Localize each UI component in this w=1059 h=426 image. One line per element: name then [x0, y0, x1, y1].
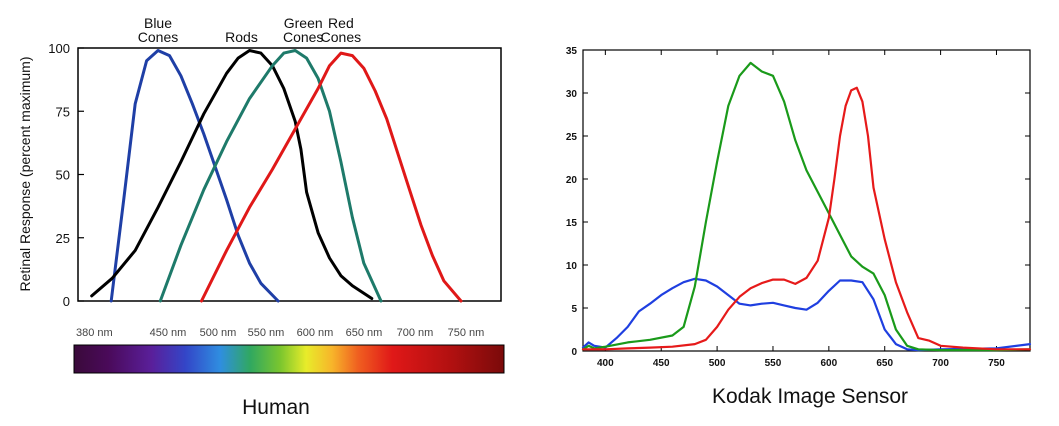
- human-caption: Human: [242, 396, 310, 419]
- spectrum-tick-label: 550 nm: [248, 327, 285, 339]
- red-channel-curve: [581, 86, 1032, 351]
- kodak-x-tick-label: 400: [597, 358, 614, 369]
- kodak-chart: 0 5 10 15 20 25 30 35 400 450 500 550 600 650 700 750 K…: [566, 46, 1032, 408]
- kodak-y-tick-label: 5: [571, 304, 577, 315]
- red-cones-label: Red: [328, 15, 354, 31]
- kodak-y-tick-label: 25: [566, 132, 578, 143]
- human-y-tick-label: 75: [56, 104, 70, 119]
- kodak-series: [581, 61, 1032, 352]
- rods-label: Rods: [225, 29, 258, 45]
- human-chart: 0 25 50 75 100 Retinal Response (percent max…: [17, 15, 505, 419]
- kodak-caption: Kodak Image Sensor: [712, 385, 908, 408]
- kodak-y-tick-label: 0: [571, 347, 577, 358]
- red-cones-label: Cones: [321, 29, 361, 45]
- green-cones-label: Green: [284, 15, 323, 31]
- human-y-axis-label: Retinal Response (percent maximum): [17, 57, 33, 292]
- kodak-x-tick-label: 600: [821, 358, 838, 369]
- blue-channel-curve: [581, 277, 1032, 352]
- kodak-x-tick-label: 550: [765, 358, 782, 369]
- spectrum-tick-label: 600 nm: [297, 327, 334, 339]
- kodak-y-tick-label: 20: [566, 175, 578, 186]
- human-y-tick-label: 50: [56, 168, 70, 183]
- kodak-y-tick-label: 30: [566, 89, 578, 100]
- human-y-tick-label: 0: [63, 294, 70, 309]
- spectrum-tick-label: 650 nm: [346, 327, 383, 339]
- kodak-x-tick-label: 450: [653, 358, 670, 369]
- spectrum-ticks: 380 nm 450 nm 500 nm 550 nm 600 nm 650 nm 700 …: [76, 327, 484, 339]
- human-y-axis: 0 25 50 75 100: [48, 41, 84, 309]
- spectrum-tick-label: 750 nm: [448, 327, 485, 339]
- kodak-x-tick-label: 500: [709, 358, 726, 369]
- kodak-axes: 0 5 10 15 20 25 30 35 400 450 500 550 600 650 700 750: [566, 46, 1030, 369]
- kodak-x-tick-label: 650: [876, 358, 893, 369]
- kodak-y-tick-label: 35: [566, 46, 578, 57]
- blue-cones-curve: [109, 49, 280, 303]
- spectrum-tick-label: 380 nm: [76, 327, 113, 339]
- human-y-tick-label: 25: [56, 231, 70, 246]
- kodak-x-tick-label: 750: [988, 358, 1005, 369]
- human-y-tick-label: 100: [48, 41, 70, 56]
- green-cones-curve: [158, 49, 383, 303]
- spectrum-tick-label: 500 nm: [200, 327, 237, 339]
- red-cones-curve: [200, 51, 463, 303]
- kodak-y-tick-label: 10: [566, 261, 578, 272]
- visible-spectrum-bar: [73, 344, 505, 374]
- spectrum-tick-label: 700 nm: [397, 327, 434, 339]
- human-series: [90, 49, 463, 303]
- green-channel-curve: [581, 61, 1032, 352]
- spectrum-tick-label: 450 nm: [150, 327, 187, 339]
- kodak-y-tick-label: 15: [566, 218, 578, 229]
- blue-cones-label: Blue: [144, 15, 172, 31]
- kodak-plot-frame: [582, 49, 1031, 352]
- blue-cones-label: Cones: [138, 29, 178, 45]
- kodak-x-tick-label: 700: [932, 358, 949, 369]
- green-cones-label: Cones: [283, 29, 323, 45]
- rods-curve: [90, 49, 374, 300]
